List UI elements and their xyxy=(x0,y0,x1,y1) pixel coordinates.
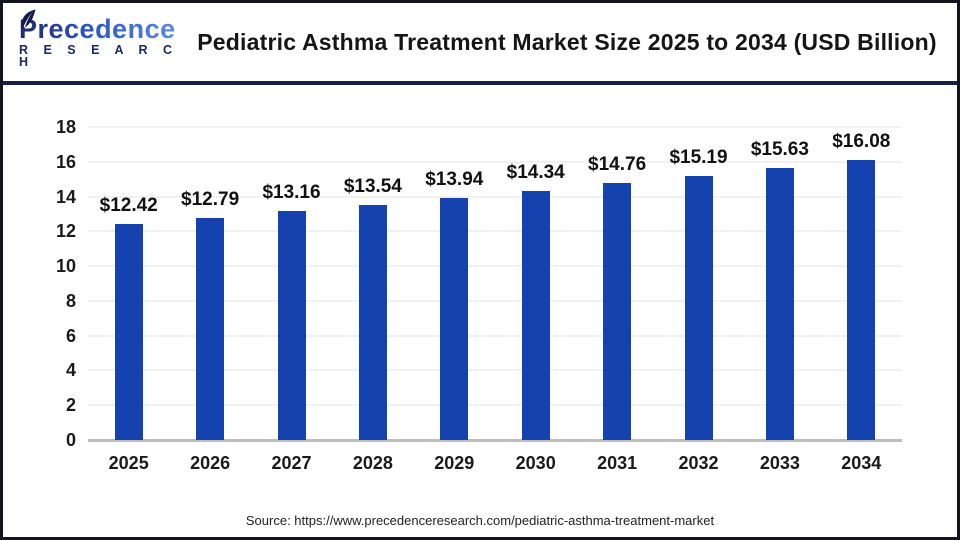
header-divider xyxy=(3,81,957,85)
bar-2032 xyxy=(684,175,713,440)
y-axis-tick-label: 0 xyxy=(65,430,76,450)
bar-2027 xyxy=(277,211,306,440)
chart-title: Pediatric Asthma Treatment Market Size 2… xyxy=(197,28,937,55)
gridline xyxy=(88,230,902,233)
x-axis-tick-label: 2034 xyxy=(841,453,882,473)
x-axis-tick-label: 2028 xyxy=(352,453,393,473)
gridline xyxy=(88,404,902,407)
bar-2034 xyxy=(847,160,876,440)
y-axis-tick-label: 8 xyxy=(65,290,76,311)
x-axis-tick-label: 2031 xyxy=(597,453,638,473)
bar-value-label: $13.54 xyxy=(343,175,402,197)
bar-value-label: $13.94 xyxy=(425,168,484,190)
gridline xyxy=(88,126,902,128)
y-axis-tick-label: 16 xyxy=(55,151,76,172)
source-text: Source: https://www.precedenceresearch.c… xyxy=(245,513,715,528)
bar-value-label: $13.16 xyxy=(262,182,321,204)
bar-value-label: $12.42 xyxy=(99,195,158,217)
bar-chart-plot: 0 2 4 6 8 10 12 14 16 18 $12.42 2025 $12.79 2026 $13.1… xyxy=(3,85,957,537)
bar-2031 xyxy=(603,183,632,440)
x-axis-tick-label: 2030 xyxy=(515,453,556,473)
logo-subtitle: R E S E A R C H xyxy=(19,42,179,69)
x-axis-tick-label: 2033 xyxy=(759,453,800,473)
bar-value-label: $14.76 xyxy=(588,154,647,176)
gridline xyxy=(88,265,902,268)
gridline xyxy=(88,334,902,337)
bar-value-label: $15.19 xyxy=(669,146,728,168)
bar-value-label: $15.63 xyxy=(750,139,809,161)
bar-2030 xyxy=(521,190,550,440)
y-axis-tick-label: 10 xyxy=(55,256,76,277)
logo-wordmark: Precedence xyxy=(19,13,176,44)
bar-2026 xyxy=(196,217,225,440)
bar-value-label: $14.34 xyxy=(506,161,565,183)
bar-2025 xyxy=(114,224,143,440)
y-axis-tick-label: 12 xyxy=(55,221,76,242)
bar-value-label: $16.08 xyxy=(832,131,891,153)
x-axis-tick-label: 2025 xyxy=(108,453,149,473)
header: Precedence R E S E A R C H Pediatric Ast… xyxy=(3,3,957,81)
y-axis-tick-label: 14 xyxy=(55,186,76,207)
gridline xyxy=(88,195,902,198)
y-axis-tick-label: 6 xyxy=(65,325,76,346)
y-axis-tick-label: 2 xyxy=(65,395,76,416)
leaf-icon xyxy=(21,9,36,28)
gridline xyxy=(88,369,902,372)
gridline xyxy=(88,299,902,302)
x-axis-tick-label: 2029 xyxy=(434,453,475,473)
y-axis-tick-label: 4 xyxy=(65,360,76,381)
x-axis-tick-label: 2027 xyxy=(271,453,312,473)
x-axis-line xyxy=(88,439,902,442)
bar-2029 xyxy=(440,197,469,440)
gridline xyxy=(88,160,902,163)
bar-2028 xyxy=(358,204,387,440)
bar-value-label: $12.79 xyxy=(181,188,240,210)
x-axis-tick-label: 2026 xyxy=(190,453,231,473)
bar-2033 xyxy=(765,168,794,440)
y-axis-tick-label: 18 xyxy=(55,117,76,137)
brand-logo: Precedence R E S E A R C H xyxy=(3,9,185,69)
x-axis-tick-label: 2032 xyxy=(678,453,719,473)
